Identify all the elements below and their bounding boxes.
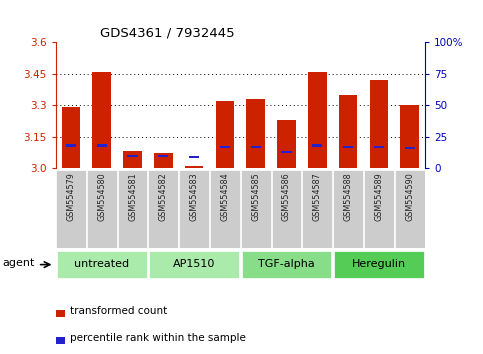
FancyBboxPatch shape (148, 170, 178, 248)
Bar (251, 146, 261, 148)
FancyBboxPatch shape (302, 170, 332, 248)
FancyBboxPatch shape (334, 251, 424, 278)
FancyBboxPatch shape (364, 170, 394, 248)
Bar (185, 166, 203, 168)
Bar (128, 155, 138, 156)
Text: untreated: untreated (74, 259, 129, 269)
Text: GSM554587: GSM554587 (313, 172, 322, 221)
Bar (312, 144, 322, 147)
Bar (56, 337, 65, 344)
Bar (158, 155, 169, 156)
FancyBboxPatch shape (117, 170, 147, 248)
FancyBboxPatch shape (333, 170, 363, 248)
FancyBboxPatch shape (395, 170, 425, 248)
Bar (369, 80, 388, 168)
Text: AP1510: AP1510 (173, 259, 215, 269)
Bar (282, 151, 292, 153)
Text: GSM554582: GSM554582 (159, 172, 168, 221)
Bar (220, 146, 230, 148)
Bar (97, 144, 107, 147)
Bar (154, 154, 172, 168)
Bar (62, 107, 80, 168)
Text: GSM554586: GSM554586 (282, 172, 291, 221)
Bar (343, 146, 353, 148)
FancyBboxPatch shape (149, 251, 239, 278)
Text: GSM554579: GSM554579 (67, 172, 75, 221)
Text: GSM554589: GSM554589 (374, 172, 384, 221)
Text: GSM554583: GSM554583 (190, 172, 199, 221)
Text: Heregulin: Heregulin (352, 259, 406, 269)
Bar (339, 95, 357, 168)
FancyBboxPatch shape (57, 251, 147, 278)
Bar (400, 105, 419, 168)
FancyBboxPatch shape (242, 251, 331, 278)
Text: transformed count: transformed count (71, 306, 168, 316)
FancyBboxPatch shape (271, 170, 301, 248)
Bar (374, 146, 384, 148)
Text: agent: agent (3, 258, 35, 268)
FancyBboxPatch shape (56, 170, 86, 248)
Text: GSM554585: GSM554585 (251, 172, 260, 221)
Bar (123, 152, 142, 168)
Bar (66, 144, 76, 147)
Text: GSM554588: GSM554588 (343, 172, 353, 221)
Text: GDS4361 / 7932445: GDS4361 / 7932445 (100, 27, 235, 40)
FancyBboxPatch shape (87, 170, 117, 248)
Text: GSM554590: GSM554590 (405, 172, 414, 221)
Bar (246, 99, 265, 168)
Bar (56, 310, 65, 318)
Bar (308, 72, 327, 168)
Bar (189, 156, 199, 158)
FancyBboxPatch shape (179, 170, 209, 248)
Text: percentile rank within the sample: percentile rank within the sample (71, 333, 246, 343)
Text: GSM554581: GSM554581 (128, 172, 137, 221)
FancyBboxPatch shape (210, 170, 240, 248)
FancyBboxPatch shape (241, 170, 270, 248)
Text: GSM554580: GSM554580 (97, 172, 106, 221)
Text: TGF-alpha: TGF-alpha (258, 259, 315, 269)
Bar (405, 147, 415, 149)
Bar (215, 101, 234, 168)
Text: GSM554584: GSM554584 (220, 172, 229, 221)
Bar (277, 120, 296, 168)
Bar (92, 72, 111, 168)
